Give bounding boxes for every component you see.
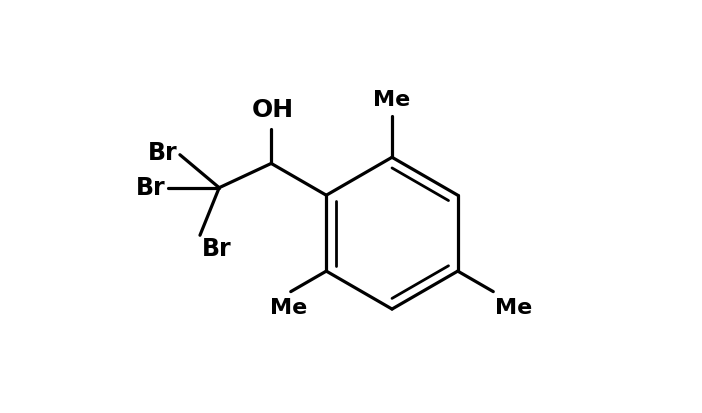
Text: Br: Br [148, 141, 178, 165]
Text: Me: Me [270, 298, 307, 318]
Text: OH: OH [252, 98, 294, 122]
Text: Me: Me [496, 298, 533, 318]
Text: Me: Me [373, 90, 411, 110]
Text: Br: Br [202, 237, 232, 261]
Text: Br: Br [136, 176, 166, 200]
